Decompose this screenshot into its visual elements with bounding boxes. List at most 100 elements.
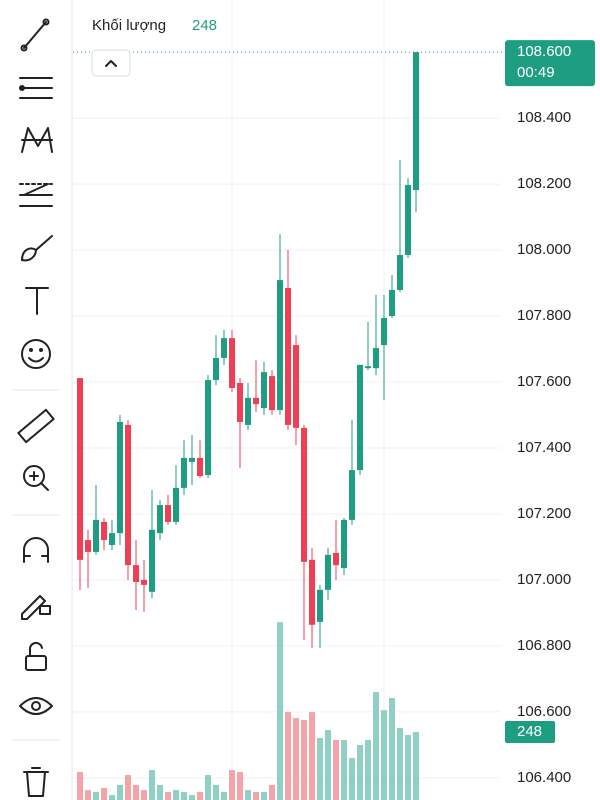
y-tick-label: 107.800	[517, 307, 571, 324]
candle-body	[173, 487, 179, 522]
volume-tag	[505, 721, 555, 744]
candle-body	[125, 424, 131, 566]
candle-body	[253, 397, 259, 405]
last-price-label: 108.600	[517, 43, 571, 60]
volume-bar	[85, 790, 91, 800]
candle-body	[349, 470, 355, 520]
brush-tool[interactable]	[21, 235, 53, 262]
candle-body	[325, 554, 331, 590]
trend-line-tool[interactable]	[20, 18, 50, 52]
volume-bar	[237, 772, 243, 800]
volume-bar	[253, 792, 259, 800]
candle-body	[293, 345, 299, 428]
candle-body	[381, 318, 387, 346]
candle-body	[341, 519, 347, 569]
volume-tag-label: 248	[517, 723, 542, 740]
volume-bar	[285, 712, 291, 800]
volume-bar	[389, 698, 395, 800]
delete-tool[interactable]	[23, 767, 49, 797]
lock-tool[interactable]	[25, 641, 47, 671]
candle-body	[269, 376, 275, 411]
candle-body	[357, 364, 363, 471]
collapse-button[interactable]	[91, 49, 131, 77]
text-tool[interactable]	[25, 287, 49, 315]
pattern-tool[interactable]	[21, 127, 53, 153]
volume-bar	[189, 795, 195, 800]
candle-body	[197, 457, 203, 477]
y-tick-label: 108.400	[517, 109, 571, 126]
volume-bar	[309, 712, 315, 800]
zoom-tool[interactable]	[23, 465, 49, 491]
candle-body	[213, 357, 219, 381]
candle-body	[333, 552, 339, 566]
y-tick-label: 107.000	[517, 571, 571, 588]
candle-body	[413, 52, 419, 191]
volume-bar	[277, 622, 283, 800]
fib-tool[interactable]	[19, 77, 53, 99]
volume-bar	[157, 784, 163, 800]
volume-pane	[77, 622, 419, 800]
volume-bar	[301, 720, 307, 800]
y-tick-label: 106.400	[517, 769, 571, 786]
candle-body	[261, 372, 267, 409]
countdown-label: 00:49	[517, 64, 555, 81]
volume-bar	[77, 772, 83, 800]
candle-body	[389, 289, 395, 317]
candle-body	[397, 255, 403, 290]
volume-bar	[229, 770, 235, 800]
volume-bar	[245, 790, 251, 800]
candle-body	[245, 397, 251, 425]
volume-bar	[117, 784, 123, 800]
candle-body	[237, 383, 243, 422]
volume-bar	[365, 740, 371, 800]
volume-bar	[109, 795, 115, 800]
candle-body	[221, 338, 227, 358]
price-axis: 106.400 106.600 106.800 107.000 107.200 107.4…	[73, 40, 595, 786]
candle-body	[205, 380, 211, 476]
legend-volume: 248	[192, 17, 217, 34]
volume-bar	[405, 735, 411, 800]
volume-bar	[101, 787, 107, 800]
candle-body	[149, 529, 155, 592]
candle-body	[117, 421, 123, 534]
ruler-tool[interactable]	[17, 408, 55, 444]
y-tick-label: 107.600	[517, 373, 571, 390]
volume-bar	[213, 784, 219, 800]
volume-bar	[349, 758, 355, 800]
projection-tool[interactable]	[19, 183, 53, 207]
volume-bar	[357, 744, 363, 800]
y-tick-label: 106.600	[517, 703, 571, 720]
lock-drawing-tool[interactable]	[21, 595, 51, 620]
candle-body	[109, 533, 115, 545]
magnet-tool[interactable]	[23, 537, 49, 563]
volume-bar	[341, 740, 347, 800]
candle-body	[157, 505, 163, 534]
candle-body	[317, 589, 323, 622]
candle-body	[141, 579, 147, 585]
emoji-tool[interactable]	[21, 339, 51, 369]
volume-bar	[221, 792, 227, 800]
candle-body	[165, 505, 171, 522]
volume-bar	[165, 792, 171, 800]
volume-bar	[373, 692, 379, 800]
y-tick-label: 108.200	[517, 175, 571, 192]
volume-bar	[141, 790, 147, 800]
y-tick-label: 106.800	[517, 637, 571, 654]
y-tick-label: 108.000	[517, 241, 571, 258]
volume-bar	[197, 792, 203, 800]
visibility-tool[interactable]	[19, 697, 53, 715]
candle-body	[229, 338, 235, 388]
volume-bar	[269, 784, 275, 800]
candle-body	[189, 457, 195, 462]
volume-bar	[317, 738, 323, 800]
candle-body	[93, 519, 99, 552]
toolbar	[12, 0, 73, 800]
volume-bar	[93, 792, 99, 800]
volume-bar	[293, 718, 299, 800]
volume-bar	[397, 727, 403, 800]
candle-body	[365, 366, 371, 369]
y-tick-label: 107.400	[517, 439, 571, 456]
volume-bar	[413, 732, 419, 800]
price-pane	[77, 52, 419, 648]
